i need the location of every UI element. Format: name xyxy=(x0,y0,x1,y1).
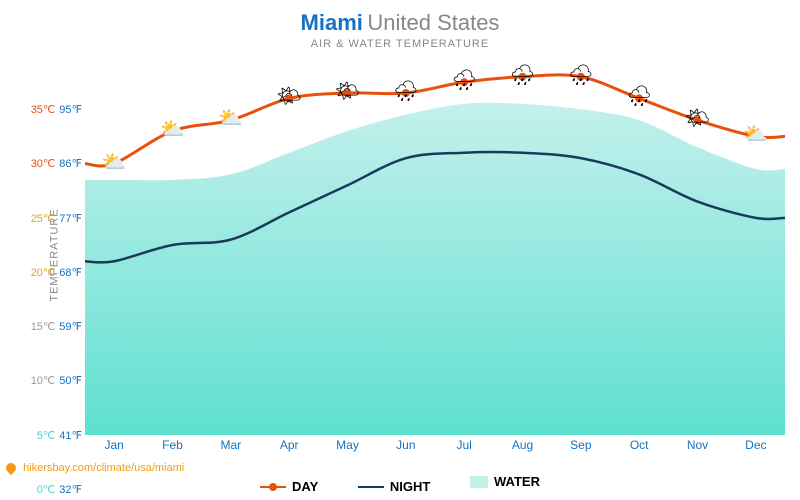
x-tick: Aug xyxy=(512,438,533,452)
x-tick: Sep xyxy=(570,438,591,452)
day-marker xyxy=(460,78,468,86)
y-tick: 10℃50℉ xyxy=(18,374,82,387)
day-marker xyxy=(344,89,352,97)
legend-day-label: DAY xyxy=(292,479,318,494)
country-name: United States xyxy=(367,10,499,35)
day-marker xyxy=(227,116,235,124)
y-tick: 5℃41℉ xyxy=(18,429,82,442)
legend-night: NIGHT xyxy=(358,479,430,494)
legend-water-marker xyxy=(470,476,488,488)
chart-container: TEMPERATURE JanFebMarAprMayJunJulAugSepO… xyxy=(0,55,800,455)
legend-water-label: WATER xyxy=(494,474,540,489)
city-name: Miami xyxy=(301,10,363,35)
x-tick: Dec xyxy=(745,438,766,452)
x-tick: Mar xyxy=(220,438,241,452)
day-marker xyxy=(285,94,293,102)
x-tick: Apr xyxy=(280,438,299,452)
day-marker xyxy=(694,116,702,124)
x-tick: Oct xyxy=(630,438,649,452)
legend-water: WATER xyxy=(470,474,540,489)
y-tick: 25℃77℉ xyxy=(18,212,82,225)
chart-title: Miami United States xyxy=(0,0,800,36)
y-tick: 30℃86℉ xyxy=(18,157,82,170)
legend: DAY NIGHT WATER xyxy=(0,474,800,494)
legend-day-marker xyxy=(260,486,286,488)
x-tick: Feb xyxy=(162,438,183,452)
y-tick: 15℃59℉ xyxy=(18,320,82,333)
legend-night-label: NIGHT xyxy=(390,479,430,494)
source-text: hikersbay.com/climate/usa/miami xyxy=(23,462,184,474)
day-marker xyxy=(110,160,118,168)
day-marker xyxy=(169,127,177,135)
x-tick: Nov xyxy=(687,438,708,452)
day-marker xyxy=(752,132,760,140)
day-marker xyxy=(635,94,643,102)
x-tick: Jul xyxy=(456,438,471,452)
day-marker xyxy=(519,73,527,81)
y-tick: 35℃95℉ xyxy=(18,103,82,116)
chart-svg xyxy=(85,55,785,435)
legend-night-marker xyxy=(358,486,384,488)
source-attribution: hikersbay.com/climate/usa/miami xyxy=(6,462,184,474)
y-tick: 20℃68℉ xyxy=(18,266,82,279)
x-tick: May xyxy=(336,438,359,452)
legend-day: DAY xyxy=(260,479,318,494)
x-tick: Jan xyxy=(104,438,123,452)
x-tick: Jun xyxy=(396,438,415,452)
chart-subtitle: AIR & WATER TEMPERATURE xyxy=(0,38,800,50)
plot-area: JanFebMarAprMayJunJulAugSepOctNovDec⛅⛅⛅🌤… xyxy=(85,55,785,435)
day-marker xyxy=(402,89,410,97)
day-marker xyxy=(577,73,585,81)
